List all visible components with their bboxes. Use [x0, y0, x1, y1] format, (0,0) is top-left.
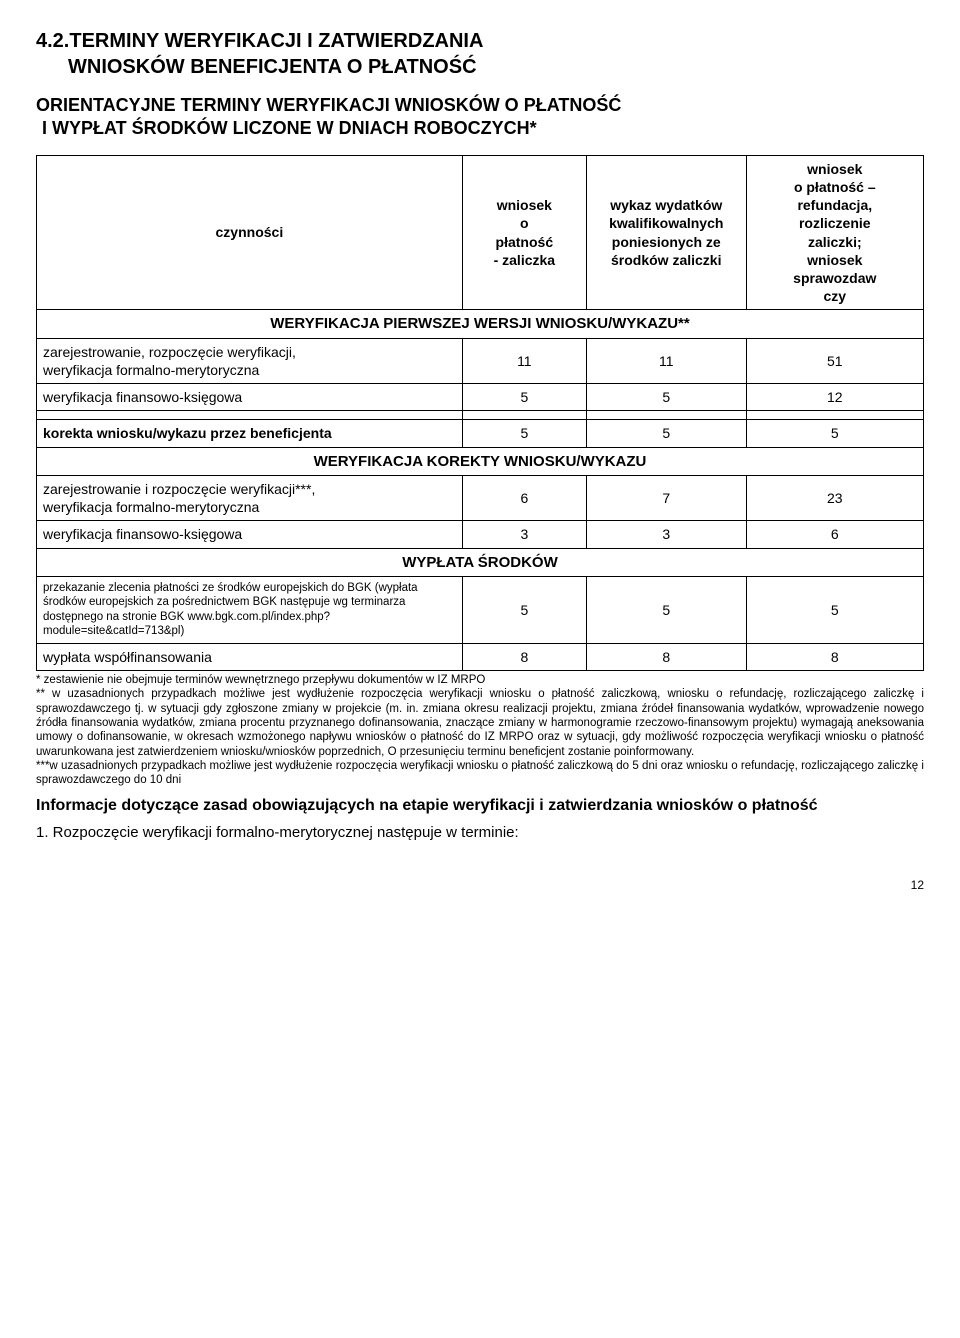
subtitle: ORIENTACYJNE TERMINY WERYFIKACJI WNIOSKÓ…: [36, 94, 924, 141]
page-number: 12: [36, 878, 924, 894]
header-zaliczka: wniosek o płatność - zaliczka: [462, 155, 586, 310]
row-val: 11: [586, 338, 746, 383]
table-row: weryfikacja finansowo-księgowa 3 3 6: [37, 521, 924, 548]
section-3-title: WYPŁATA ŚRODKÓW: [37, 548, 924, 577]
table-row: zarejestrowanie, rozpoczęcie weryfikacji…: [37, 338, 924, 383]
row-val: [586, 411, 746, 420]
header-refundacja: wniosek o płatność – refundacja, rozlicz…: [746, 155, 923, 310]
section-title: 4.2.TERMINY WERYFIKACJI I ZATWIERDZANIA …: [36, 28, 924, 80]
row-label: weryfikacja finansowo-księgowa: [37, 521, 463, 548]
row-val: 7: [586, 476, 746, 521]
row-label: przekazanie zlecenia płatności ze środkó…: [37, 577, 463, 644]
row-label: weryfikacja finansowo-księgowa: [37, 384, 463, 411]
row-val: 5: [462, 420, 586, 447]
row-val: [746, 411, 923, 420]
row-val: 5: [746, 420, 923, 447]
row-val: 6: [746, 521, 923, 548]
title-line1: 4.2.TERMINY WERYFIKACJI I ZATWIERDZANIA: [36, 30, 483, 52]
row-val: [462, 411, 586, 420]
list-item-1: 1. Rozpoczęcie weryfikacji formalno-mery…: [36, 823, 924, 843]
info-heading: Informacje dotyczące zasad obowiązującyc…: [36, 796, 924, 817]
row-val: 5: [586, 577, 746, 644]
row-label: zarejestrowanie, rozpoczęcie weryfikacji…: [37, 338, 463, 383]
row-val: 3: [462, 521, 586, 548]
row-val: 3: [586, 521, 746, 548]
row-val: 51: [746, 338, 923, 383]
row-val: 5: [586, 420, 746, 447]
row-val: 5: [746, 577, 923, 644]
row-val: 23: [746, 476, 923, 521]
row-val: 6: [462, 476, 586, 521]
row-val: 5: [586, 384, 746, 411]
section-2-title: WERYFIKACJA KOREKTY WNIOSKU/WYKAZU: [37, 447, 924, 476]
subtitle-line2: I WYPŁAT ŚRODKÓW LICZONE W DNIACH ROBOCZ…: [42, 117, 924, 140]
row-label: [37, 411, 463, 420]
row-label: wypłata współfinansowania: [37, 643, 463, 670]
section-1-title: WERYFIKACJA PIERWSZEJ WERSJI WNIOSKU/WYK…: [37, 310, 924, 339]
row-val: 5: [462, 384, 586, 411]
terms-table: czynności wniosek o płatność - zaliczka …: [36, 155, 924, 671]
subtitle-line1: ORIENTACYJNE TERMINY WERYFIKACJI WNIOSKÓ…: [36, 95, 621, 115]
table-row-blank: [37, 411, 924, 420]
footnotes: * zestawienie nie obejmuje terminów wewn…: [36, 673, 924, 788]
header-wykaz: wykaz wydatków kwalifikowalnych poniesio…: [586, 155, 746, 310]
row-label: zarejestrowanie i rozpoczęcie weryfikacj…: [37, 476, 463, 521]
row-val: 11: [462, 338, 586, 383]
table-row: zarejestrowanie i rozpoczęcie weryfikacj…: [37, 476, 924, 521]
row-val: 8: [746, 643, 923, 670]
row-val: 8: [462, 643, 586, 670]
table-row: wypłata współfinansowania 8 8 8: [37, 643, 924, 670]
row-label: korekta wniosku/wykazu przez beneficjent…: [37, 420, 463, 447]
table-row: weryfikacja finansowo-księgowa 5 5 12: [37, 384, 924, 411]
footnote-3: ***w uzasadnionych przypadkach możliwe j…: [36, 759, 924, 788]
header-czynnosci: czynności: [37, 155, 463, 310]
title-line2: WNIOSKÓW BENEFICJENTA O PŁATNOŚĆ: [68, 54, 924, 80]
footnote-2: ** w uzasadnionych przypadkach możliwe j…: [36, 687, 924, 759]
row-val: 5: [462, 577, 586, 644]
table-row-korekta: korekta wniosku/wykazu przez beneficjent…: [37, 420, 924, 447]
row-val: 8: [586, 643, 746, 670]
table-row: przekazanie zlecenia płatności ze środkó…: [37, 577, 924, 644]
row-val: 12: [746, 384, 923, 411]
footnote-1: * zestawienie nie obejmuje terminów wewn…: [36, 673, 924, 687]
